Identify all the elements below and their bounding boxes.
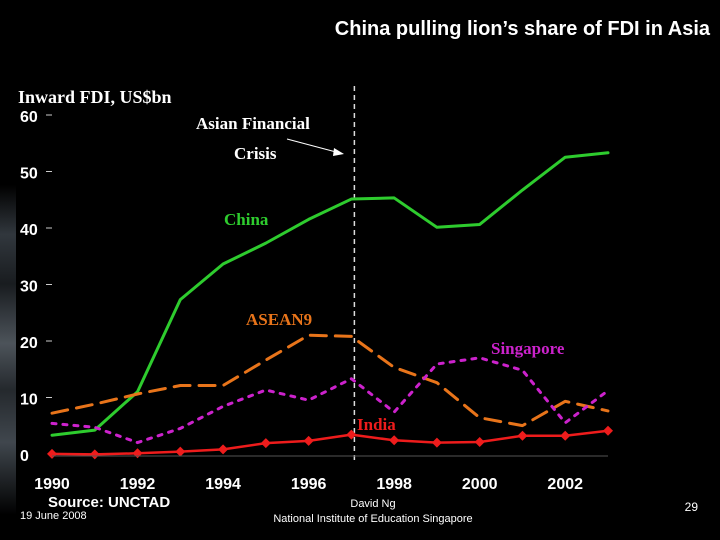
crisis-annotation-line2: Crisis <box>234 144 277 163</box>
y-axis-ticks: 0 10 20 30 40 50 60 <box>20 109 52 465</box>
x-tick-label: 2002 <box>547 476 583 493</box>
y-axis-title: Inward FDI, US$bn <box>18 87 172 107</box>
series-label-singapore: Singapore <box>491 339 565 358</box>
series-label-layer: China ASEAN9 Singapore India <box>224 210 565 434</box>
x-tick-label: 1990 <box>34 476 70 493</box>
footer-date: 19 June 2008 <box>20 510 87 522</box>
series-point-india <box>47 448 57 459</box>
series-point-india <box>132 448 143 459</box>
series-label-china: China <box>224 210 269 229</box>
annotation-layer: Asian Financial Crisis <box>196 114 344 163</box>
series-point-india <box>560 430 571 441</box>
slide-title: China pulling lion’s share of FDI in Asi… <box>334 18 710 40</box>
series-point-india <box>603 425 613 436</box>
x-tick-label: 1994 <box>205 476 241 493</box>
y-tick-label: 10 <box>20 392 38 409</box>
series-point-india <box>89 449 100 460</box>
source-note: Source: UNCTAD <box>48 494 171 511</box>
series-point-india <box>431 437 442 448</box>
series-label-asean9: ASEAN9 <box>246 310 312 329</box>
crisis-annotation-arrow <box>286 138 337 153</box>
y-tick-label: 20 <box>20 335 38 352</box>
series-line-singapore <box>50 356 610 445</box>
footer-institution: National Institute of Education Singapor… <box>273 513 473 525</box>
series-line-asean9 <box>50 333 610 428</box>
series-point-india <box>389 435 400 446</box>
page-number: 29 <box>684 500 698 514</box>
crisis-annotation-line1: Asian Financial <box>196 114 310 133</box>
series-point-india <box>303 435 314 446</box>
footer-credit: David Ng National Institute of Education… <box>250 497 496 527</box>
y-tick-label: 30 <box>20 279 38 296</box>
series-point-india <box>175 446 186 457</box>
y-tick-label: 0 <box>20 448 29 465</box>
series-point-india <box>260 438 271 449</box>
y-tick-label: 40 <box>20 222 38 239</box>
series-layer <box>47 151 613 460</box>
series-line-china <box>50 151 610 437</box>
x-axis-ticks: 1990 1992 1994 1996 1998 2000 2002 <box>34 476 583 493</box>
series-label-india: India <box>357 415 396 434</box>
x-tick-label: 1996 <box>291 476 327 493</box>
x-tick-label: 2000 <box>462 476 498 493</box>
y-tick-label: 50 <box>20 166 38 183</box>
x-tick-label: 1992 <box>120 476 156 493</box>
x-tick-label: 1998 <box>376 476 412 493</box>
y-tick-label: 60 <box>20 109 38 126</box>
crisis-annotation-arrowhead <box>333 148 344 156</box>
series-point-india <box>517 430 528 441</box>
side-texture-decoration <box>0 185 16 515</box>
series-point-india <box>474 437 485 448</box>
series-line-india <box>50 429 610 456</box>
footer-author: David Ng <box>350 498 396 510</box>
series-point-india <box>218 444 229 455</box>
series-point-india <box>346 429 357 440</box>
